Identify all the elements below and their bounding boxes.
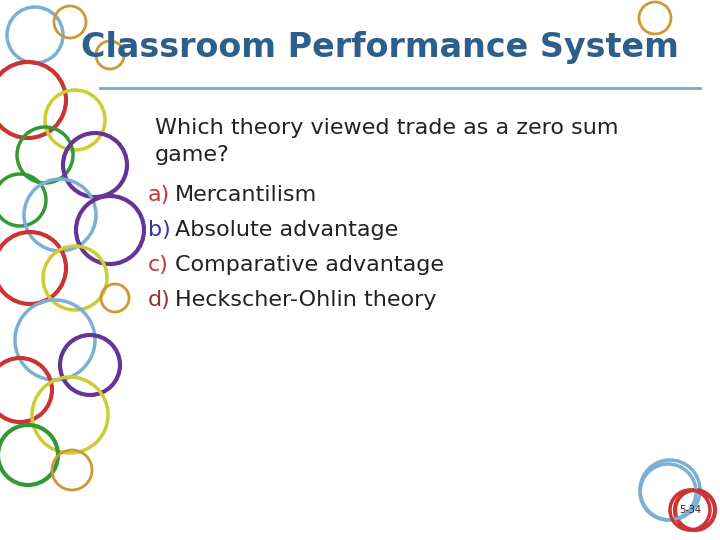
- Text: b): b): [148, 220, 171, 240]
- Text: Mercantilism: Mercantilism: [175, 185, 318, 205]
- Text: d): d): [148, 290, 171, 310]
- Text: Heckscher-Ohlin theory: Heckscher-Ohlin theory: [175, 290, 436, 310]
- Text: Absolute advantage: Absolute advantage: [175, 220, 398, 240]
- Text: Classroom Performance System: Classroom Performance System: [81, 31, 679, 64]
- Text: 5-34: 5-34: [679, 505, 701, 515]
- Text: Comparative advantage: Comparative advantage: [175, 255, 444, 275]
- Text: Which theory viewed trade as a zero sum: Which theory viewed trade as a zero sum: [155, 118, 618, 138]
- Text: game?: game?: [155, 145, 230, 165]
- Text: a): a): [148, 185, 170, 205]
- Text: c): c): [148, 255, 169, 275]
